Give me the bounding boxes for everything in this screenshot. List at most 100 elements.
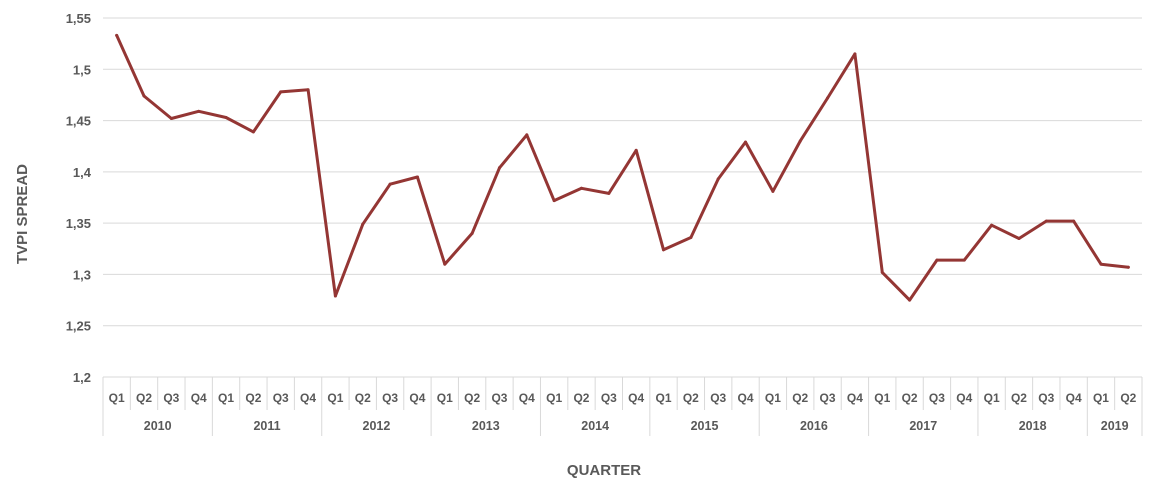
data-point (880, 270, 884, 274)
x-tick-quarter-label: Q1 (437, 391, 453, 405)
x-tick-quarter-label: Q2 (136, 391, 152, 405)
data-point (962, 258, 966, 262)
y-axis-ticks: 1,2 1,25 1,3 1,35 1,4 1,45 1,5 1,55 (66, 11, 92, 385)
x-tick-quarter-label: Q4 (956, 391, 972, 405)
x-tick-quarter-label: Q4 (409, 391, 425, 405)
data-point (771, 189, 775, 193)
data-point (388, 182, 392, 186)
x-tick-quarter-label: Q4 (300, 391, 316, 405)
data-point (115, 33, 119, 37)
y-axis-title: TVPI SPREAD (14, 164, 31, 264)
x-tick-quarter-label: Q2 (1120, 391, 1136, 405)
x-tick-quarter-label: Q1 (656, 391, 672, 405)
x-axis-title: QUARTER (567, 462, 641, 479)
x-tick-quarter-label: Q3 (601, 391, 617, 405)
x-tick-year-label: 2018 (1019, 419, 1047, 433)
x-tick-year-label: 2019 (1101, 419, 1129, 433)
x-tick-quarter-label: Q2 (573, 391, 589, 405)
data-point (142, 94, 146, 98)
x-tick-quarter-label: Q3 (820, 391, 836, 405)
data-point (990, 223, 994, 227)
x-tick-quarter-label: Q4 (519, 391, 535, 405)
x-tick-quarter-label: Q1 (109, 391, 125, 405)
x-tick-quarter-label: Q4 (738, 391, 754, 405)
x-tick-quarter-label: Q4 (1066, 391, 1082, 405)
data-point (525, 133, 529, 137)
data-point (826, 96, 830, 100)
x-tick-quarter-label: Q3 (491, 391, 507, 405)
data-point (279, 90, 283, 94)
x-tick-year-label: 2016 (800, 419, 828, 433)
data-point (798, 139, 802, 143)
data-point (716, 177, 720, 181)
gridlines (103, 17, 1142, 378)
data-point (744, 140, 748, 144)
x-tick-quarter-label: Q2 (902, 391, 918, 405)
data-point (497, 166, 501, 170)
x-tick-quarter-label: Q4 (191, 391, 207, 405)
x-tick-quarter-label: Q3 (273, 391, 289, 405)
x-tick-quarter-label: Q1 (218, 391, 234, 405)
data-point (333, 294, 337, 298)
data-point (579, 186, 583, 190)
x-tick-quarter-label: Q3 (929, 391, 945, 405)
data-point (1099, 262, 1103, 266)
data-point (1044, 219, 1048, 223)
data-point (470, 231, 474, 235)
x-tick-year-label: 2011 (253, 419, 280, 433)
x-tick-quarter-label: Q3 (382, 391, 398, 405)
data-point (361, 222, 365, 226)
x-tick-quarter-label: Q2 (1011, 391, 1027, 405)
x-tick-quarter-label: Q2 (792, 391, 808, 405)
data-point (306, 88, 310, 92)
x-tick-year-label: 2010 (144, 419, 172, 433)
data-point (1017, 237, 1021, 241)
x-tick-quarter-label: Q1 (1093, 391, 1109, 405)
data-point (443, 262, 447, 266)
x-tick-quarter-label: Q1 (546, 391, 562, 405)
data-point (935, 258, 939, 262)
x-tick-quarter-label: Q1 (984, 391, 1000, 405)
data-point (662, 248, 666, 252)
data-point (251, 130, 255, 134)
y-tick-label: 1,35 (66, 216, 91, 231)
x-tick-quarter-label: Q4 (628, 391, 644, 405)
data-point (197, 109, 201, 113)
data-point (853, 52, 857, 56)
x-tick-quarter-label: Q3 (163, 391, 179, 405)
x-tick-year-label: 2012 (363, 419, 391, 433)
x-tick-year-label: 2017 (909, 419, 937, 433)
data-point (1072, 219, 1076, 223)
x-tick-year-label: 2014 (581, 419, 609, 433)
x-axis: Q1 Q2 Q3 Q4 Q1 Q2 Q3 Q4 Q1 Q2 Q3 Q4 Q1 Q2 Q3 Q4 Q1 Q2 Q3 Q4… (102, 377, 1143, 436)
y-tick-label: 1,25 (66, 319, 91, 334)
x-tick-quarter-label: Q4 (847, 391, 863, 405)
data-point (169, 117, 173, 121)
x-tick-quarter-label: Q2 (355, 391, 371, 405)
y-tick-label: 1,4 (73, 165, 92, 180)
x-tick-quarter-label: Q1 (327, 391, 343, 405)
data-point (689, 236, 693, 240)
data-point (607, 191, 611, 195)
x-tick-quarter-label: Q1 (874, 391, 890, 405)
data-point (415, 175, 419, 179)
x-tick-quarter-label: Q1 (765, 391, 781, 405)
x-tick-quarter-label: Q2 (683, 391, 699, 405)
data-point (1126, 265, 1130, 269)
x-tick-quarter-label: Q3 (710, 391, 726, 405)
x-tick-year-label: 2013 (472, 419, 500, 433)
x-tick-quarter-label: Q2 (245, 391, 261, 405)
y-tick-label: 1,45 (66, 114, 91, 129)
data-point (224, 115, 228, 119)
x-tick-quarter-label: Q2 (464, 391, 480, 405)
data-point (552, 199, 556, 203)
x-tick-year-label: 2015 (691, 419, 719, 433)
y-tick-label: 1,55 (66, 11, 91, 26)
y-tick-label: 1,2 (73, 370, 91, 385)
y-tick-label: 1,5 (73, 62, 91, 77)
data-point (634, 148, 638, 152)
data-point (908, 298, 912, 302)
series (115, 33, 1130, 302)
